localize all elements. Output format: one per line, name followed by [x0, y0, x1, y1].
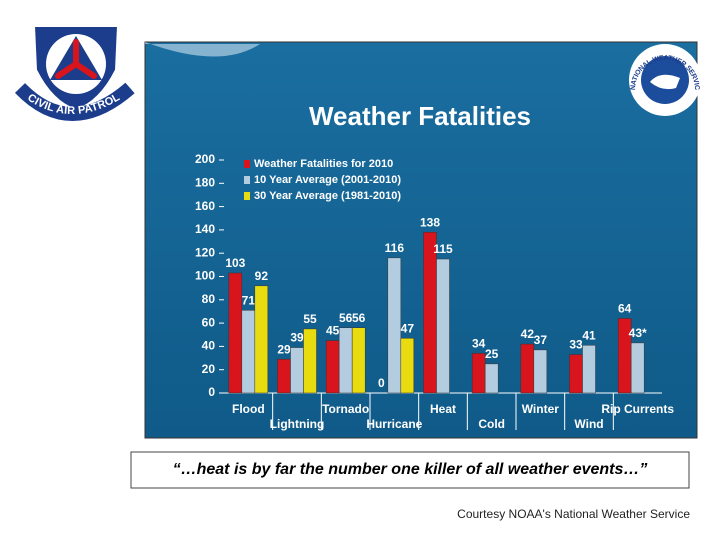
bar	[241, 310, 256, 394]
y-tick-label: 100	[195, 269, 215, 283]
data-label: 71	[242, 293, 256, 307]
y-tick-label: 140	[195, 222, 215, 236]
data-label: 34	[472, 337, 486, 351]
data-label: 116	[385, 241, 405, 255]
y-tick-label: 120	[195, 245, 215, 259]
data-label: 138	[420, 215, 440, 229]
y-tick-label: 60	[202, 315, 216, 329]
y-tick-label: 180	[195, 175, 215, 189]
legend-label: Weather Fatalities for 2010	[254, 158, 393, 170]
panel-decor	[145, 42, 260, 57]
bar	[325, 340, 340, 394]
bar	[303, 328, 317, 394]
bar	[582, 344, 596, 394]
data-label: 29	[277, 342, 291, 356]
x-tick-label: Heat	[430, 402, 456, 416]
x-tick-label: Wind	[574, 417, 603, 431]
data-label: 41	[582, 328, 596, 342]
credit: Courtesy NOAA's National Weather Service	[457, 507, 690, 521]
x-tick-label: Hurricane	[366, 417, 422, 431]
bar	[471, 353, 486, 394]
bar	[436, 258, 450, 394]
x-tick-label: Rip Currents	[601, 402, 674, 416]
data-label: 55	[303, 312, 317, 326]
data-label: 43*	[629, 326, 647, 340]
bar	[400, 337, 415, 394]
legend-label: 30 Year Average (1981-2010)	[254, 190, 401, 202]
y-tick-label: 80	[202, 292, 216, 306]
bar	[630, 342, 645, 394]
data-label: 56	[339, 311, 353, 325]
legend-swatch	[244, 176, 250, 184]
y-tick-label: 0	[208, 385, 215, 399]
data-label: 64	[618, 302, 632, 316]
bar	[351, 327, 366, 394]
data-label: 115	[433, 242, 453, 256]
bar	[520, 343, 535, 394]
bar	[228, 272, 243, 394]
data-label: 45	[326, 324, 340, 338]
bar	[254, 285, 269, 394]
bar	[484, 363, 499, 394]
y-tick-label: 20	[202, 362, 216, 376]
bar	[338, 327, 353, 394]
data-label: 56	[352, 311, 366, 325]
bar	[569, 354, 583, 394]
bar	[533, 349, 548, 394]
x-tick-label: Flood	[232, 402, 265, 416]
data-label: 25	[485, 347, 499, 361]
quote: “…heat is by far the number one killer o…	[173, 461, 648, 478]
y-tick-label: 40	[202, 339, 216, 353]
x-tick-label: Tornado	[322, 402, 369, 416]
chart-title: Weather Fatalities	[309, 101, 531, 131]
data-label: 92	[255, 269, 269, 283]
y-tick-label: 200	[195, 152, 215, 166]
data-label: 0	[378, 376, 385, 390]
quote-box	[130, 451, 690, 489]
data-label: 42	[521, 327, 535, 341]
data-label: 33	[569, 338, 583, 352]
cap-logo: CIVIL AIR PATROL	[14, 25, 135, 121]
x-tick-label: Cold	[478, 417, 505, 431]
data-label: 39	[290, 331, 304, 345]
chart: 0 20 40 60 80 100 120 140 160 180 200 Weather Fatal…	[195, 152, 674, 431]
data-label: 47	[401, 321, 415, 335]
bar	[290, 347, 304, 394]
x-tick-label: Lightning	[270, 417, 325, 431]
bar	[277, 358, 291, 394]
x-tick-label: Winter	[522, 402, 560, 416]
legend-swatch	[244, 160, 250, 168]
bar	[423, 231, 437, 394]
data-label: 103	[225, 256, 245, 270]
legend-label: 10 Year Average (2001-2010)	[254, 174, 401, 186]
bar	[387, 257, 402, 394]
legend-swatch	[244, 192, 250, 200]
y-tick-label: 160	[195, 199, 215, 213]
data-label: 37	[534, 333, 548, 347]
